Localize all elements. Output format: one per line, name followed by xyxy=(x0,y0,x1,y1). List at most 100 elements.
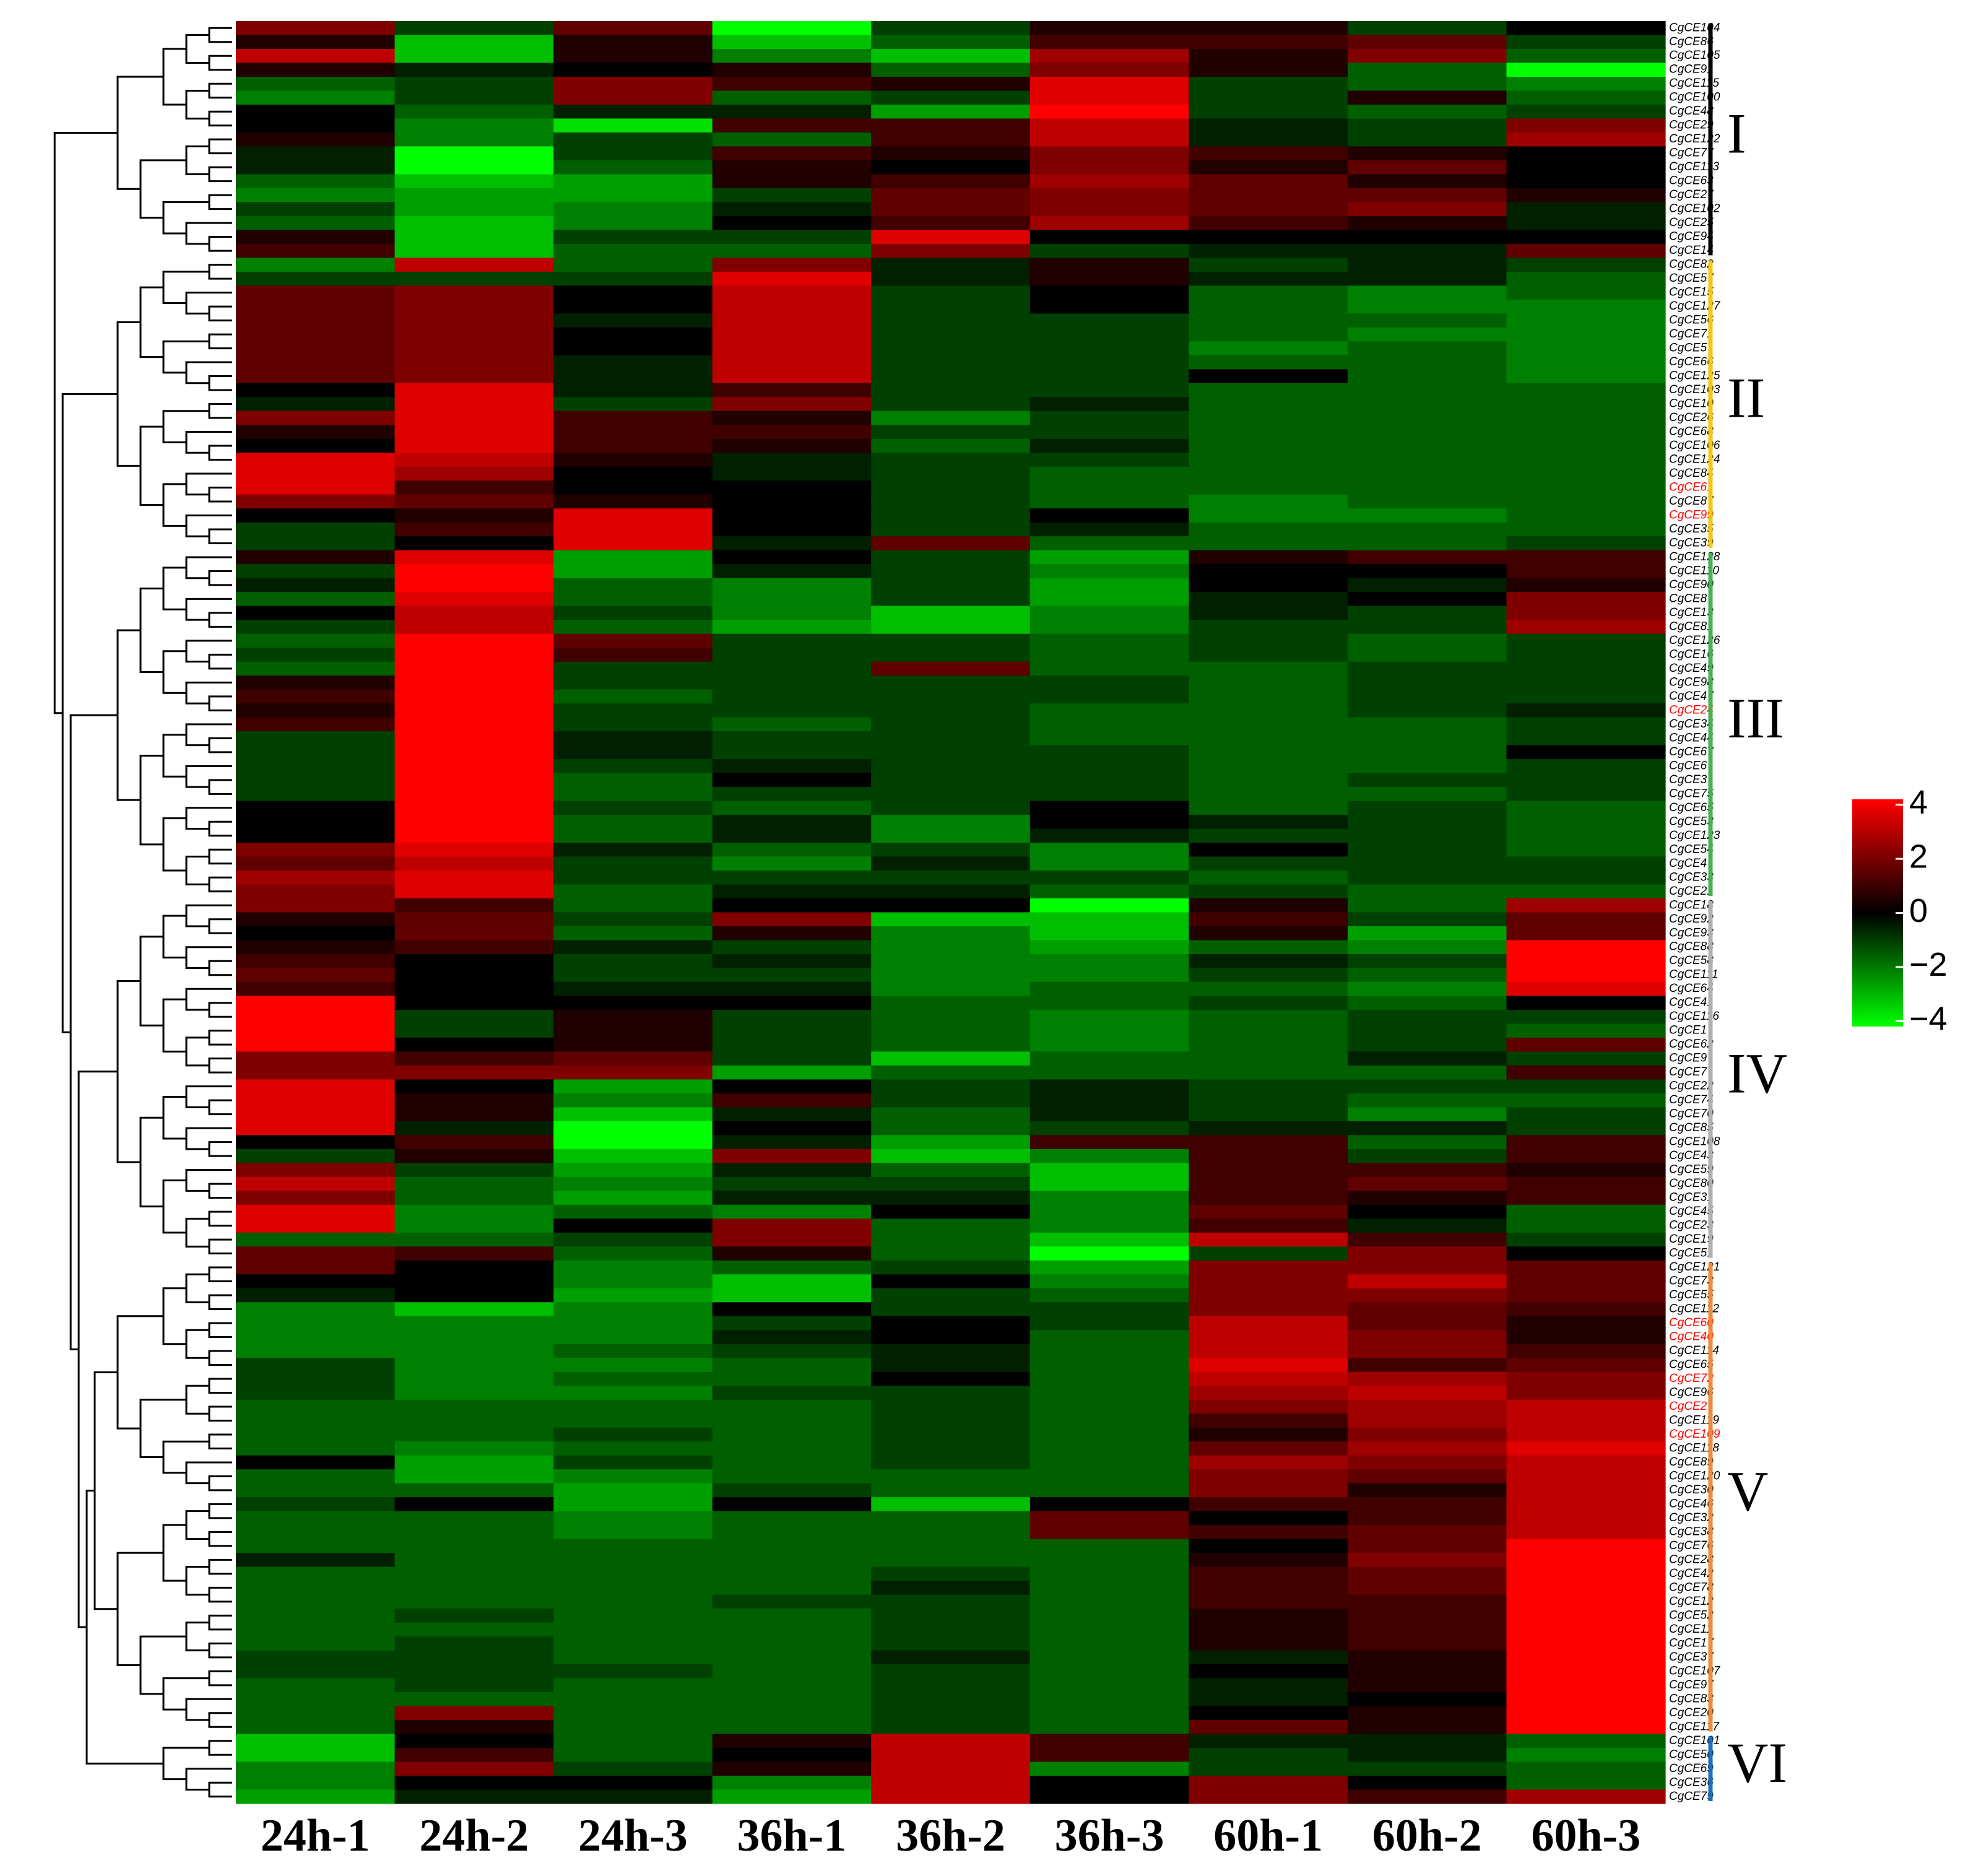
heat-cell xyxy=(394,466,554,481)
heat-cell xyxy=(1030,731,1189,746)
heat-cell xyxy=(712,1316,872,1331)
heat-cell xyxy=(1030,1497,1189,1512)
heat-cell xyxy=(871,1191,1031,1205)
heat-cell xyxy=(1189,661,1348,676)
heat-cell xyxy=(1347,146,1507,161)
heat-cell xyxy=(236,773,396,788)
heat-cell xyxy=(712,1539,872,1553)
heat-cell xyxy=(553,981,713,997)
heat-cell xyxy=(712,1371,872,1386)
heat-cell xyxy=(871,926,1031,941)
heat-cell xyxy=(712,271,872,286)
heat-cell xyxy=(1347,1065,1507,1080)
heat-cell xyxy=(553,1330,713,1345)
heat-cell xyxy=(394,1776,554,1791)
heat-cell xyxy=(871,620,1031,635)
heat-cell xyxy=(1030,1483,1189,1498)
heat-cell xyxy=(553,508,713,523)
heat-cell xyxy=(1030,1525,1189,1540)
heat-cell xyxy=(236,1414,396,1428)
heat-cell xyxy=(236,1553,396,1568)
heat-cell xyxy=(553,1455,713,1470)
dendrogram-branch xyxy=(162,817,186,872)
heat-cell xyxy=(1506,425,1666,440)
heat-cell xyxy=(1030,1371,1189,1386)
heat-cell xyxy=(1506,1204,1666,1219)
heat-cell xyxy=(394,160,554,175)
dendrogram-branch xyxy=(53,132,118,714)
heat-cell xyxy=(871,522,1031,537)
heat-cell xyxy=(1347,508,1507,523)
heat-cell xyxy=(871,243,1031,258)
heat-cell xyxy=(1506,466,1666,481)
heat-cell xyxy=(394,1288,554,1303)
heat-cell xyxy=(1347,453,1507,467)
heat-cell xyxy=(553,369,713,384)
heat-cell xyxy=(1347,578,1507,593)
heat-cell xyxy=(1030,1037,1189,1053)
heat-cell xyxy=(712,1581,872,1596)
heat-cell xyxy=(871,1344,1031,1358)
heat-cell xyxy=(1347,731,1507,746)
heat-cell xyxy=(394,815,554,830)
row-label: CgCE67 xyxy=(1669,745,1714,758)
heat-cell xyxy=(1506,438,1666,453)
heat-cell xyxy=(1347,383,1507,397)
row-label: CgCE18 xyxy=(1669,898,1714,911)
heat-cell xyxy=(1506,453,1666,467)
heat-cell xyxy=(1347,1274,1507,1289)
row-label: CgCE86 xyxy=(1669,35,1714,48)
heat-cell xyxy=(871,160,1031,175)
heat-cell xyxy=(236,1246,396,1261)
heat-cell xyxy=(553,536,713,551)
heat-cell xyxy=(553,661,713,676)
heat-cell xyxy=(712,1664,872,1679)
heat-cell xyxy=(1506,1330,1666,1345)
heat-cell xyxy=(1189,1079,1348,1094)
heat-cell xyxy=(236,132,396,147)
row-label: CgCE43 xyxy=(1669,1149,1714,1162)
heat-cell xyxy=(1506,1163,1666,1178)
row-label: CgCE8 xyxy=(1669,592,1707,605)
heat-cell xyxy=(712,675,872,690)
heat-cell xyxy=(553,1204,713,1219)
heat-cell xyxy=(1347,466,1507,481)
heat-cell xyxy=(712,174,872,189)
heat-cell xyxy=(1189,633,1348,648)
heat-cell xyxy=(871,397,1031,412)
heat-cell xyxy=(1189,1427,1348,1442)
dendrogram-branch xyxy=(208,1475,232,1492)
heat-cell xyxy=(553,466,713,481)
heat-cell xyxy=(553,1121,713,1136)
heat-cell xyxy=(1030,1121,1189,1136)
row-label: CgCE33 xyxy=(1669,871,1714,884)
heat-cell xyxy=(236,118,396,133)
heat-cell xyxy=(1030,898,1189,913)
heat-cell xyxy=(871,1149,1031,1163)
heat-cell xyxy=(394,76,554,92)
heat-cell xyxy=(553,1009,713,1025)
heat-cell xyxy=(1030,522,1189,537)
heat-cell xyxy=(236,355,396,370)
heat-cell xyxy=(1189,1734,1348,1748)
heat-cell xyxy=(394,438,554,453)
heat-cell xyxy=(1189,1191,1348,1205)
heat-cell xyxy=(553,522,713,537)
row-label: CgCE104 xyxy=(1669,21,1720,34)
heat-cell xyxy=(553,675,713,690)
heat-cell xyxy=(1506,243,1666,258)
heat-cell xyxy=(1189,313,1348,328)
heat-cell xyxy=(553,1399,713,1414)
heat-cell xyxy=(394,1399,554,1414)
heat-cell xyxy=(871,230,1031,245)
heat-cell xyxy=(1506,1037,1666,1053)
row-label: CgCE54 xyxy=(1669,843,1714,856)
heat-cell xyxy=(553,1163,713,1178)
heat-cell xyxy=(1506,146,1666,161)
heat-cell xyxy=(553,410,713,425)
heat-cell xyxy=(236,1149,396,1163)
heat-cell xyxy=(553,1414,713,1428)
heat-cell xyxy=(1506,494,1666,509)
heat-cell xyxy=(236,828,396,843)
heat-cell xyxy=(1506,1302,1666,1317)
